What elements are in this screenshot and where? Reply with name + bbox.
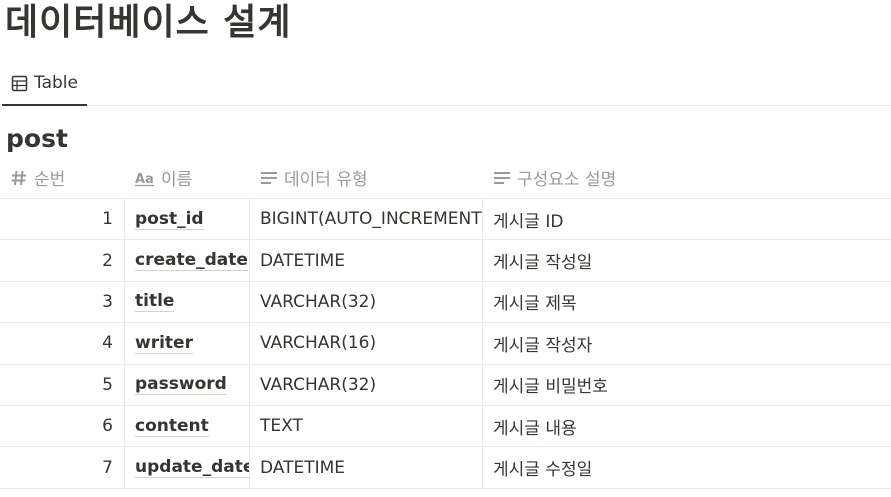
row-title-link[interactable]: title (135, 291, 175, 313)
cell-number[interactable]: 4 (0, 323, 125, 364)
cell-type[interactable]: VARCHAR(32) (250, 281, 483, 323)
hash-icon (10, 169, 28, 187)
row-title-link[interactable]: create_date (135, 250, 248, 272)
table-row[interactable]: 1 post_id BIGINT(AUTO_INCREMENT) 게시글 ID (0, 199, 891, 241)
cell-description[interactable]: 게시글 ID (493, 211, 564, 232)
svg-text:Aa: Aa (135, 172, 154, 187)
cell-description[interactable]: 게시글 수정일 (493, 460, 593, 481)
table-row[interactable]: 7 update_date DATETIME 게시글 수정일 (0, 447, 891, 489)
table-icon (11, 75, 28, 92)
tab-table-label: Table (34, 73, 78, 93)
text-lines-icon (260, 169, 278, 187)
cell-number[interactable]: 2 (0, 240, 125, 281)
table-row[interactable]: 3 title VARCHAR(32) 게시글 제목 (0, 281, 891, 324)
cell-description[interactable]: 게시글 비밀번호 (493, 377, 608, 398)
cell-name[interactable]: content (125, 405, 250, 447)
row-title-link[interactable]: password (135, 374, 227, 396)
cell-number[interactable]: 1 (0, 199, 125, 240)
cell-number[interactable]: 7 (0, 447, 125, 488)
table-header: 순번 Aa 이름 데이터 유형 (0, 157, 891, 199)
page-title: 데이터베이스 설계 (5, 2, 292, 43)
row-title-link[interactable]: update_date (135, 457, 249, 479)
column-label: 이름 (161, 170, 193, 190)
column-label: 순번 (34, 170, 66, 190)
row-title-link[interactable]: post_id (135, 208, 204, 230)
cell-type[interactable]: DATETIME (250, 447, 483, 488)
cell-name[interactable]: title (125, 281, 250, 323)
cell-name[interactable]: create_date (125, 240, 250, 281)
cell-description[interactable]: 게시글 작성자 (493, 335, 593, 356)
cell-type[interactable]: BIGINT(AUTO_INCREMENT) (250, 199, 483, 240)
column-label: 구성요소 설명 (517, 170, 617, 190)
column-label: 데이터 유형 (284, 170, 368, 190)
column-header-description[interactable]: 구성요소 설명 (483, 157, 891, 199)
title-aa-icon: Aa (135, 169, 155, 187)
cell-type[interactable]: DATETIME (250, 240, 483, 281)
tab-table-view[interactable]: Table (2, 62, 87, 106)
cell-number[interactable]: 6 (0, 405, 125, 447)
column-header-number[interactable]: 순번 (0, 157, 125, 199)
cell-number[interactable]: 3 (0, 281, 125, 323)
cell-type[interactable]: VARCHAR(32) (250, 364, 483, 405)
column-header-type[interactable]: 데이터 유형 (250, 157, 483, 199)
table-row[interactable]: 6 content TEXT 게시글 내용 (0, 405, 891, 448)
table-row[interactable]: 4 writer VARCHAR(16) 게시글 작성자 (0, 323, 891, 365)
cell-description[interactable]: 게시글 작성일 (493, 253, 593, 274)
database-title[interactable]: post (6, 124, 68, 153)
cell-name[interactable]: update_date (125, 447, 250, 488)
cell-description[interactable]: 게시글 제목 (493, 294, 577, 315)
row-title-link[interactable]: writer (135, 332, 193, 354)
view-tabs: Table (0, 62, 891, 106)
table-row[interactable]: 5 password VARCHAR(32) 게시글 비밀번호 (0, 364, 891, 406)
cell-type[interactable]: VARCHAR(16) (250, 323, 483, 364)
database-table: 순번 Aa 이름 데이터 유형 (0, 157, 891, 489)
table-row[interactable]: 2 create_date DATETIME 게시글 작성일 (0, 240, 891, 282)
cell-name[interactable]: writer (125, 323, 250, 364)
text-lines-icon (493, 169, 511, 187)
row-title-link[interactable]: content (135, 415, 209, 437)
cell-name[interactable]: password (125, 364, 250, 405)
cell-type[interactable]: TEXT (250, 405, 483, 447)
cell-name[interactable]: post_id (125, 199, 250, 240)
column-header-name[interactable]: Aa 이름 (125, 157, 250, 199)
cell-number[interactable]: 5 (0, 364, 125, 405)
cell-description[interactable]: 게시글 내용 (493, 418, 577, 439)
